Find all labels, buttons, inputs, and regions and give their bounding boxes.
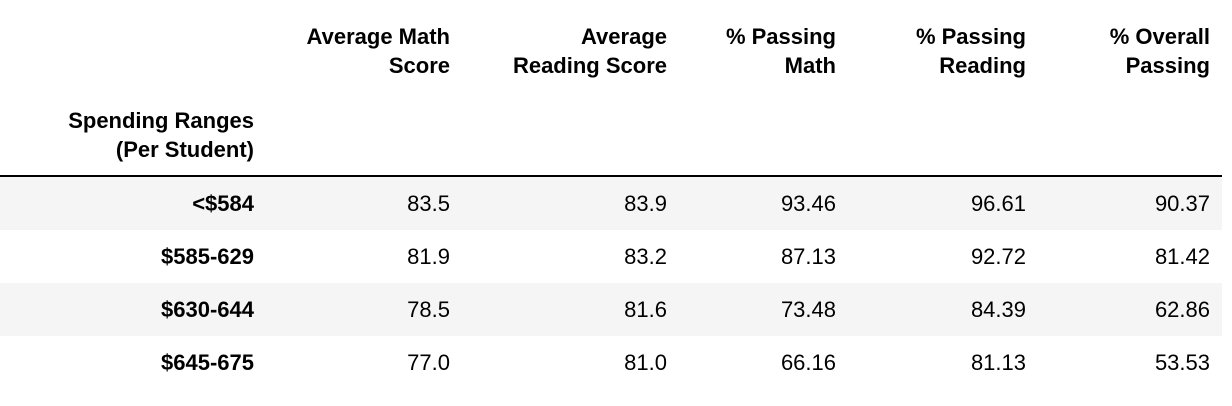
column-header-line: Average Math [306,24,450,49]
column-header-average-reading-score: Average Reading Score [462,0,679,88]
index-name-row: Spending Ranges (Per Student) [0,88,1222,177]
cell-passing-reading: 84.39 [970,297,1026,322]
cell-overall-passing: 90.37 [1154,191,1210,216]
index-corner-cell [0,0,266,88]
column-header-line: Passing [1125,53,1210,78]
row-index-label: $645-675 [161,350,254,375]
index-name-line: Spending Ranges [68,108,254,133]
column-header-average-math-score: Average Math Score [266,0,462,88]
column-header-row: Average Math Score Average Reading Score… [0,0,1222,88]
column-header-overall-passing: % Overall Passing [1038,0,1222,88]
column-header-line: Reading [939,53,1026,78]
cell-passing-reading: 92.72 [970,244,1026,269]
column-header-line: % Overall [1109,24,1210,49]
index-row-spacer [462,88,679,177]
index-name-header: Spending Ranges (Per Student) [0,88,266,177]
column-header-passing-reading: % Passing Reading [848,0,1038,88]
cell-average-math-score: 81.9 [407,244,450,269]
cell-passing-math: 66.16 [780,350,836,375]
cell-average-reading-score: 83.2 [624,244,667,269]
spending-summary-table: Average Math Score Average Reading Score… [0,0,1222,389]
cell-average-reading-score: 81.0 [624,350,667,375]
row-index-label: $630-644 [161,297,254,322]
row-index-label: $585-629 [161,244,254,269]
column-header-line: % Passing [915,24,1026,49]
column-header-line: Reading Score [512,53,667,78]
cell-passing-math: 87.13 [780,244,836,269]
table-row: $630-644 78.5 81.6 73.48 84.39 62.86 [0,283,1222,336]
index-name-line: (Per Student) [115,137,254,162]
column-header-line: % Passing [725,24,836,49]
cell-passing-math: 73.48 [780,297,836,322]
cell-average-reading-score: 83.9 [624,191,667,216]
cell-average-math-score: 83.5 [407,191,450,216]
cell-average-math-score: 78.5 [407,297,450,322]
row-index-label: <$584 [192,191,254,216]
cell-average-math-score: 77.0 [407,350,450,375]
cell-overall-passing: 62.86 [1154,297,1210,322]
cell-overall-passing: 81.42 [1154,244,1210,269]
cell-passing-reading: 81.13 [970,350,1026,375]
index-row-spacer [1038,88,1222,177]
index-row-spacer [266,88,462,177]
column-header-line: Average [580,24,667,49]
table-row: $645-675 77.0 81.0 66.16 81.13 53.53 [0,336,1222,389]
column-header-passing-math: % Passing Math [679,0,848,88]
table-row: <$584 83.5 83.9 93.46 96.61 90.37 [0,176,1222,230]
column-header-line: Score [388,53,450,78]
index-row-spacer [848,88,1038,177]
cell-average-reading-score: 81.6 [624,297,667,322]
cell-overall-passing: 53.53 [1154,350,1210,375]
index-row-spacer [679,88,848,177]
cell-passing-math: 93.46 [780,191,836,216]
cell-passing-reading: 96.61 [970,191,1026,216]
table-row: $585-629 81.9 83.2 87.13 92.72 81.42 [0,230,1222,283]
column-header-line: Math [784,53,836,78]
